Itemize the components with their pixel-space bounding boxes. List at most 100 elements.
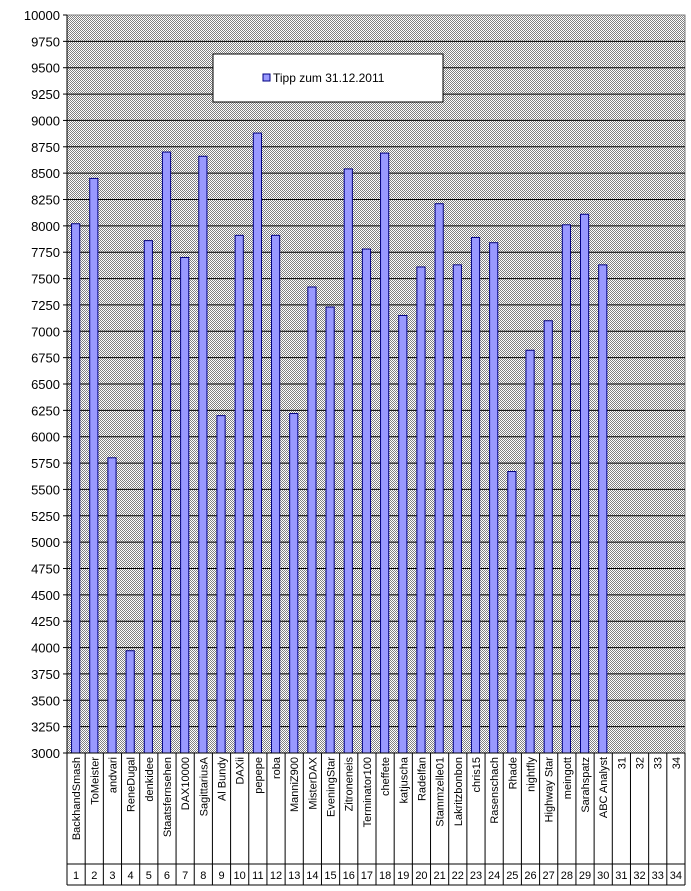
bar (161, 151, 172, 754)
bar (307, 286, 317, 754)
category-number: 16 (343, 870, 355, 882)
y-tick-label: 3000 (31, 746, 60, 761)
y-tick-label: 4250 (31, 614, 60, 629)
category-number: 9 (218, 870, 224, 882)
x-tick-label: andvari (107, 757, 119, 793)
y-tick-label: 3500 (31, 693, 60, 708)
bar (180, 256, 190, 754)
x-tick-label: Al Bundy (217, 757, 229, 802)
y-tick-label: 7250 (31, 298, 60, 313)
x-tick-label: DAX10000 (180, 757, 192, 810)
bar (452, 264, 462, 754)
y-tick-label: 4500 (31, 588, 60, 603)
category-number: 18 (379, 870, 391, 882)
bar (543, 320, 553, 754)
bar (343, 168, 353, 754)
bar (507, 471, 517, 754)
bar (71, 223, 81, 754)
category-number: 4 (128, 870, 134, 882)
category-number: 3 (109, 870, 115, 882)
x-tick-label: SagittariusA (198, 756, 210, 816)
category-number: 21 (433, 870, 445, 882)
category-number: 33 (652, 870, 664, 882)
bar (289, 413, 299, 754)
y-tick-label: 6750 (31, 351, 60, 366)
category-number: 25 (506, 870, 518, 882)
x-tick-label: Lakritzbonbon (453, 757, 465, 826)
y-tick-label: 10000 (24, 8, 60, 23)
bar (216, 415, 226, 754)
bar (361, 248, 372, 754)
y-tick-label: 6500 (31, 377, 60, 392)
bar (143, 240, 153, 754)
y-axis: 3000 3250 3500 3750 4000 4250 4500 4750 5000 5250… (24, 8, 68, 761)
category-number: 29 (579, 870, 591, 882)
y-tick-label: 5250 (31, 509, 60, 524)
bar (470, 236, 481, 754)
category-number: 23 (470, 870, 482, 882)
category-number: 17 (361, 870, 373, 882)
x-tick-label: pepepe (253, 757, 265, 794)
x-tick-label: Zitroneneis (344, 757, 356, 812)
category-number: 11 (252, 870, 263, 882)
x-tick-label: BackhandSmash (71, 757, 83, 840)
y-tick-label: 5000 (31, 535, 60, 550)
category-number: 31 (615, 870, 627, 882)
category-number: 13 (288, 870, 300, 882)
bar (270, 234, 281, 754)
bar (416, 266, 426, 754)
y-tick-label: 3250 (31, 720, 60, 735)
category-number: 14 (306, 870, 318, 882)
y-tick-label: 9750 (31, 34, 60, 49)
legend: Tipp zum 31.12.2011 (212, 53, 444, 103)
legend-box (212, 53, 444, 103)
y-tick-label: 7000 (31, 324, 60, 339)
x-tick-label: ManniZ900 (289, 757, 301, 812)
x-tick-label: ToMeister (89, 757, 101, 805)
y-tick-label: 9250 (31, 87, 60, 102)
category-number: 8 (200, 870, 206, 882)
x-tick-label: ReneDugal (126, 757, 138, 812)
x-tick-label: 33 (653, 757, 665, 769)
category-number: 5 (146, 870, 152, 882)
category-number: 27 (543, 870, 555, 882)
bar (380, 152, 390, 754)
category-number: 20 (415, 870, 427, 882)
category-number: 2 (91, 870, 97, 882)
x-tick-label: Staatsfernsehen (162, 757, 174, 837)
x-tick-label: Rasenschach (489, 757, 501, 824)
y-tick-label: 8500 (31, 166, 60, 181)
x-tick-label: meingott (562, 757, 574, 799)
y-tick-label: 6250 (31, 403, 60, 418)
bar (234, 234, 244, 754)
bar (489, 242, 499, 754)
x-tick-label: cheffete (380, 757, 392, 796)
y-tick-label: 9500 (31, 61, 60, 76)
y-tick-label: 9000 (31, 113, 60, 128)
y-tick-label: 3750 (31, 667, 60, 682)
bar (198, 155, 208, 754)
legend-label: Tipp zum 31.12.2011 (273, 71, 385, 85)
x-tick-label: katjuscha (398, 756, 410, 803)
bar (525, 349, 535, 754)
y-tick-label: 8250 (31, 193, 60, 208)
y-tick-label: 4000 (31, 641, 60, 656)
category-number: 15 (324, 870, 336, 882)
x-tick-label: nightfly (526, 757, 538, 792)
x-tick-label: ABC Analyst (598, 757, 610, 818)
x-tick-label: Terminator100 (362, 757, 374, 827)
x-tick-label: denkidee (144, 757, 156, 802)
x-tick-label: Sarahspatz (580, 757, 592, 813)
category-number: 19 (397, 870, 409, 882)
bar (125, 650, 135, 754)
x-tick-label: Stammzelle01 (435, 757, 447, 827)
bar (579, 213, 590, 754)
category-number: 1 (73, 870, 79, 882)
category-number: 26 (524, 870, 536, 882)
x-tick-label: roba (271, 756, 283, 779)
y-tick-label: 7750 (31, 245, 60, 260)
y-tick-label: 4750 (31, 562, 60, 577)
x-tick-label: DAXii (235, 757, 247, 785)
y-tick-label: 7500 (31, 272, 60, 287)
